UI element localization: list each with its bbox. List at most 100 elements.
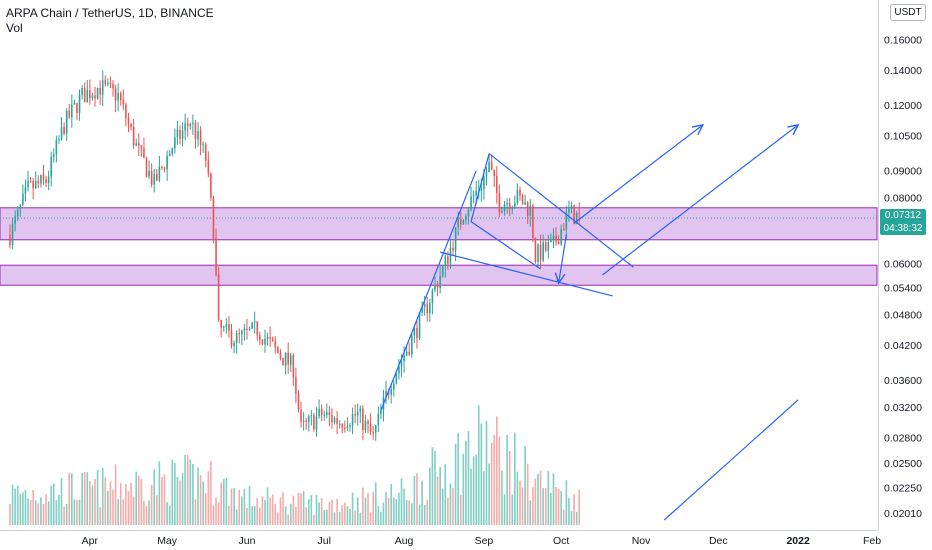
candle-body — [300, 409, 302, 422]
candle-body — [439, 275, 441, 289]
volume-bar — [16, 485, 19, 525]
candle-body — [148, 170, 150, 177]
volume-bar — [331, 499, 333, 525]
candle-body — [459, 218, 462, 225]
volume-bar — [161, 476, 163, 525]
candle-body — [555, 235, 557, 242]
x-tick-label: Nov — [632, 535, 651, 547]
volume-bar — [429, 467, 431, 525]
volume-bar — [269, 497, 271, 525]
candle-body — [42, 175, 45, 179]
volume-bar — [421, 480, 423, 525]
candle-body — [24, 187, 27, 194]
candle-body — [318, 408, 320, 417]
candle-body — [241, 330, 243, 335]
candle-body — [204, 144, 207, 161]
candle-body — [313, 415, 315, 430]
volume-bar — [485, 420, 488, 525]
volume-bar — [423, 504, 426, 525]
candle-body — [575, 213, 578, 225]
candle-body — [302, 420, 305, 422]
volume-bar — [264, 499, 266, 525]
candle-body — [326, 412, 328, 415]
candle-body — [344, 427, 346, 429]
volume-bar — [320, 497, 323, 525]
volume-bar — [539, 470, 542, 525]
candle-body — [174, 137, 176, 149]
candle-body — [547, 242, 550, 251]
volume-bar — [475, 454, 477, 525]
candle-body — [55, 140, 58, 155]
volume-bar — [570, 511, 573, 525]
candle-body — [289, 355, 292, 365]
candle-body — [109, 82, 112, 84]
volume-bar — [532, 487, 534, 525]
candle-body — [562, 228, 565, 230]
candle-body — [158, 166, 161, 181]
candle-body — [192, 122, 194, 124]
volume-bar — [349, 508, 351, 525]
volume-bar — [68, 473, 71, 525]
candle-body — [104, 80, 107, 84]
candle-body — [78, 94, 81, 113]
candle-body — [89, 90, 91, 99]
volume-bar — [259, 507, 261, 525]
volume-bar — [529, 500, 532, 525]
candle-body — [161, 166, 163, 168]
candle-body — [81, 87, 83, 95]
volume-bar — [323, 510, 326, 525]
volume-bar — [555, 486, 557, 525]
candle-body — [573, 205, 575, 225]
candle-body — [145, 157, 148, 177]
currency-button[interactable]: USDT — [890, 4, 926, 21]
candle-body — [408, 351, 411, 355]
volume-bar — [132, 496, 135, 525]
volume-bar — [470, 468, 472, 525]
volume-bar — [472, 456, 475, 525]
volume-bar — [575, 511, 578, 525]
volume-bar — [313, 514, 315, 525]
candle-body — [163, 167, 166, 170]
volume-bar — [490, 442, 493, 525]
candle-body — [320, 408, 323, 415]
volume-bar — [230, 488, 233, 525]
candle-body — [305, 420, 308, 422]
volume-bar — [83, 471, 86, 525]
volume-bar — [114, 464, 117, 525]
x-tick-label: May — [157, 535, 178, 547]
volume-bar — [416, 473, 418, 525]
candle-body — [356, 411, 359, 416]
volume-bar — [179, 480, 181, 525]
volume-bar — [60, 477, 63, 525]
candle-body — [511, 206, 514, 210]
candle-body — [86, 90, 89, 103]
candle-body — [369, 423, 372, 432]
candle-body — [480, 189, 483, 191]
candle-body — [9, 234, 11, 246]
candle-body — [351, 414, 354, 426]
volume-bar — [501, 470, 503, 525]
candle-body — [230, 330, 233, 346]
candle-body — [119, 92, 122, 100]
arrow-line-7 — [602, 124, 799, 276]
volume-bars — [9, 405, 581, 525]
volume-bar — [289, 503, 292, 525]
candle-body — [60, 126, 63, 140]
volume-bar — [413, 475, 416, 525]
candle-body — [346, 426, 349, 429]
candle-body — [560, 228, 562, 245]
volume-bar — [488, 463, 490, 525]
volume-bar — [377, 505, 380, 525]
candle-body — [246, 328, 248, 330]
volume-bar — [241, 496, 243, 525]
candle-body — [367, 421, 369, 424]
volume-label: Vol — [6, 21, 23, 35]
trend-line-4 — [439, 251, 613, 297]
candle-body — [292, 355, 295, 378]
support-zone-1 — [0, 207, 878, 241]
candle-body — [416, 328, 418, 338]
candle-body — [186, 123, 189, 126]
volume-bar — [508, 450, 511, 525]
candle-body — [40, 175, 42, 184]
